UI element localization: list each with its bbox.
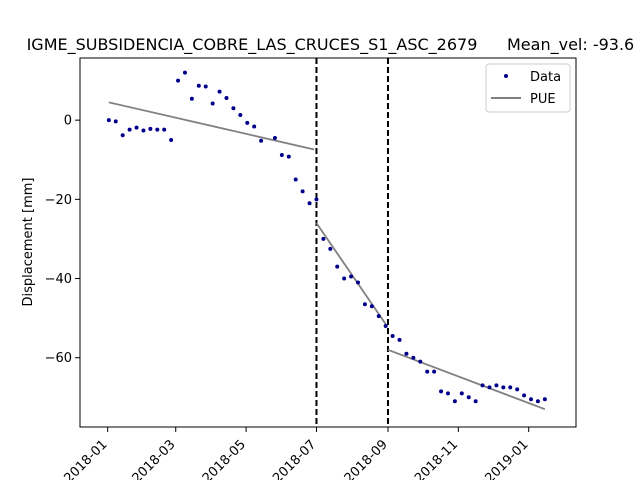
data-point — [300, 189, 305, 194]
data-point — [418, 359, 423, 364]
plot-area — [106, 58, 547, 427]
data-point — [182, 70, 187, 75]
data-point — [307, 201, 312, 206]
data-point — [439, 389, 444, 394]
x-tick-label: 2018-07 — [270, 437, 319, 480]
data-point — [494, 383, 499, 388]
x-tick-label: 2018-01 — [61, 437, 110, 480]
data-point — [321, 236, 326, 241]
chart-title: IGME_SUBSIDENCIA_COBRE_LAS_CRUCES_S1_ASC… — [27, 35, 478, 55]
data-point — [342, 276, 347, 281]
y-axis-title: Displacement [mm] — [21, 178, 36, 307]
data-point — [120, 133, 125, 138]
data-point — [376, 314, 381, 319]
y-tick-label: 0 — [64, 114, 72, 129]
data-point — [286, 154, 291, 159]
data-point — [362, 302, 367, 307]
data-point — [529, 397, 534, 402]
legend: Data PUE — [485, 63, 571, 113]
data-point — [252, 124, 257, 129]
data-point — [515, 387, 520, 392]
data-point — [217, 89, 222, 94]
x-tick-label: 2018-05 — [200, 437, 249, 480]
pue-fit-segment — [108, 101, 315, 151]
data-point — [480, 383, 485, 388]
data-point — [148, 126, 153, 131]
data-point — [141, 128, 146, 133]
data-point — [445, 391, 450, 396]
data-point — [245, 120, 250, 125]
data-point — [231, 106, 236, 111]
data-point — [535, 399, 540, 404]
legend-label-pue: PUE — [530, 92, 556, 107]
data-point — [466, 395, 471, 400]
data-point — [425, 369, 430, 374]
data-point — [542, 397, 547, 402]
data-point — [369, 304, 374, 309]
data-point — [293, 177, 298, 182]
x-axis: 2018-01 2018-03 2018-05 2018-07 2018-09 2018-… — [61, 427, 532, 480]
data-point — [397, 337, 402, 342]
data-point — [113, 119, 118, 124]
data-point — [106, 118, 111, 123]
data-point — [196, 83, 201, 88]
data-point — [189, 96, 194, 101]
data-point — [522, 393, 527, 398]
data-point — [203, 84, 208, 89]
x-tick-label: 2019-01 — [483, 437, 532, 480]
pue-fit-segment — [315, 222, 387, 325]
data-point — [452, 399, 457, 404]
data-point — [238, 113, 243, 118]
data-point — [355, 280, 360, 285]
y-tick-label: −60 — [45, 351, 72, 366]
y-tick-label: −20 — [45, 193, 72, 208]
data-point — [328, 246, 333, 251]
data-point — [259, 138, 264, 143]
data-point — [314, 197, 319, 202]
data-point — [349, 274, 354, 279]
x-tick-label: 2018-11 — [412, 437, 461, 480]
data-point — [383, 324, 388, 329]
data-point — [279, 153, 284, 158]
data-point — [508, 385, 513, 390]
data-point — [411, 355, 416, 360]
data-point — [169, 137, 174, 142]
data-point — [176, 78, 181, 83]
y-tick-label: −40 — [45, 272, 72, 287]
legend-marker-data — [504, 74, 508, 78]
data-point — [127, 127, 132, 132]
chart-title-mean-velocity: Mean_vel: -93.6 — [507, 35, 634, 55]
y-axis: 0 −20 −40 −60 — [45, 114, 80, 366]
data-point — [459, 391, 464, 396]
data-point — [224, 95, 229, 100]
data-point — [155, 127, 160, 132]
data-point — [210, 101, 215, 106]
data-point — [335, 264, 340, 269]
data-point — [404, 351, 409, 356]
plot-frame — [79, 57, 577, 428]
data-point — [432, 369, 437, 374]
pue-fit-segment — [387, 348, 546, 411]
x-tick-label: 2018-03 — [130, 437, 179, 480]
x-tick-label: 2018-09 — [342, 437, 391, 480]
data-point — [134, 125, 139, 130]
data-point — [473, 399, 478, 404]
data-point — [162, 127, 167, 132]
data-point — [390, 333, 395, 338]
data-point — [487, 385, 492, 390]
data-point — [501, 385, 506, 390]
legend-label-data: Data — [530, 70, 561, 85]
data-point — [272, 135, 277, 140]
